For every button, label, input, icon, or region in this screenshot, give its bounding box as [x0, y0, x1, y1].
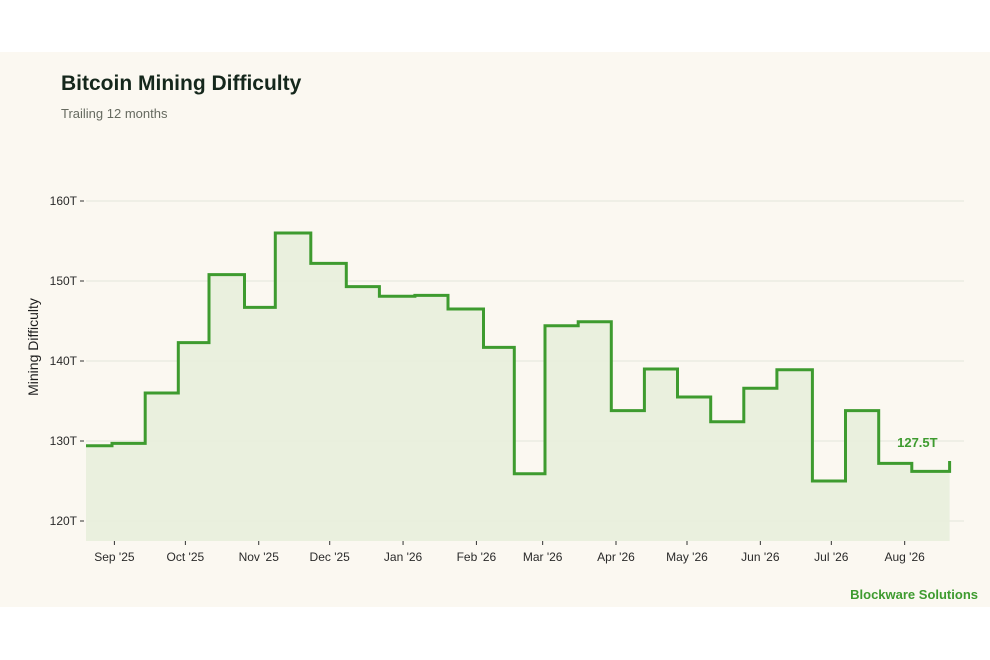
difficulty-chart: 120T 130T 140T 150T 160T Sep '25 Oct '25 Nov '…	[25, 194, 964, 564]
x-tick-label: Oct '25	[167, 550, 205, 564]
x-tick-label: Sep '25	[94, 550, 135, 564]
difficulty-line	[86, 231, 952, 483]
x-tick-label: Dec '25	[310, 550, 351, 564]
y-tick-label: 120T	[50, 514, 78, 528]
area-fill	[86, 233, 950, 541]
x-tick-label: May '26	[666, 550, 708, 564]
x-axis: Sep '25 Oct '25 Nov '25 Dec '25 Jan '26 Feb '…	[94, 541, 925, 564]
x-tick-label: Jan '26	[384, 550, 423, 564]
x-tick-label: Aug '26	[885, 550, 926, 564]
chart-subtitle: Trailing 12 months	[61, 106, 168, 121]
y-axis: 120T 130T 140T 150T 160T	[50, 194, 84, 528]
x-tick-label: Nov '25	[239, 550, 280, 564]
y-tick-label: 130T	[50, 434, 78, 448]
x-tick-label: Apr '26	[597, 550, 635, 564]
chart-title: Bitcoin Mining Difficulty	[61, 72, 302, 95]
x-tick-label: Mar '26	[523, 550, 563, 564]
y-axis-label: Mining Difficulty	[25, 298, 41, 396]
x-tick-label: Feb '26	[457, 550, 497, 564]
brand-label: Blockware Solutions	[850, 587, 978, 602]
chart-card: Bitcoin Mining Difficulty Trailing 12 mo…	[0, 52, 990, 607]
x-tick-label: Jun '26	[741, 550, 780, 564]
y-tick-label: 150T	[50, 274, 78, 288]
y-tick-label: 160T	[50, 194, 78, 208]
y-tick-label: 140T	[50, 354, 78, 368]
end-value-label: 127.5T	[897, 435, 938, 450]
x-tick-label: Jul '26	[814, 550, 849, 564]
